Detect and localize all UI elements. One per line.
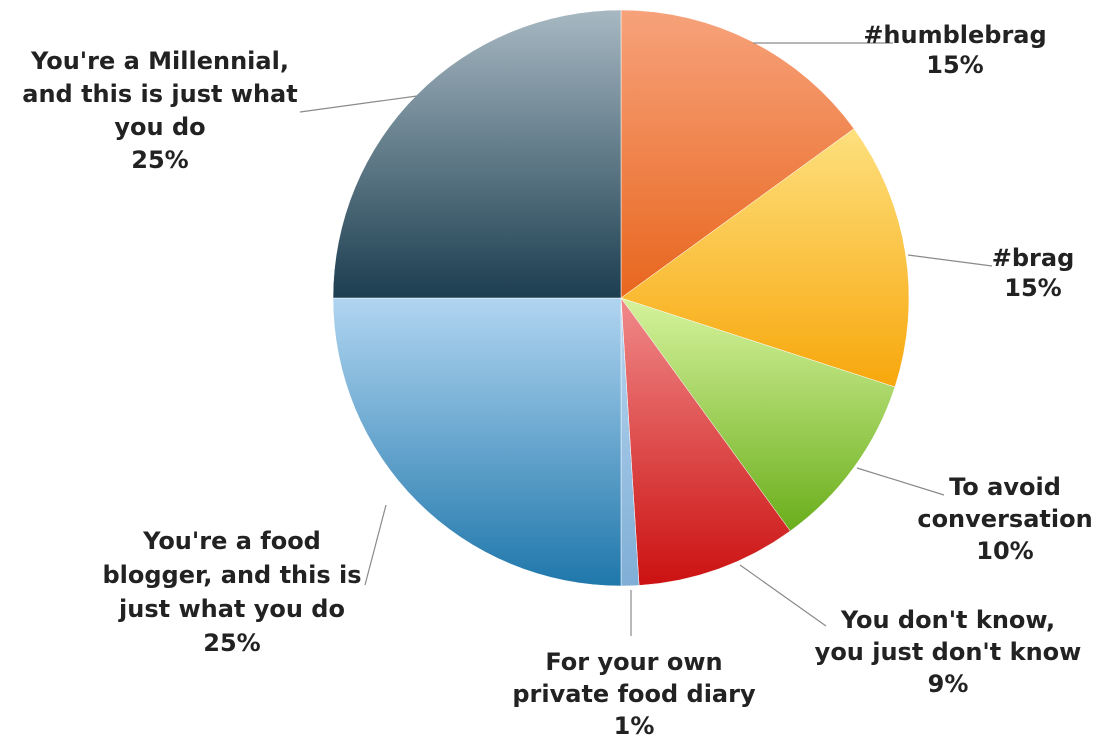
slice-label-line: You don't know, <box>840 606 1055 634</box>
slice-label-line: you just don't know <box>815 638 1082 666</box>
slice-label-dont-know: You don't know, you just don't know 9% <box>815 606 1082 698</box>
slice-label-line: blogger, and this is <box>102 561 361 589</box>
slice-label-line: 1% <box>614 712 655 740</box>
slice-label-private-food-diary: For your own private food diary 1% <box>512 648 756 740</box>
leader-line-avoid-conversation <box>856 467 945 496</box>
slice-label-brag: #brag 15% <box>992 244 1075 302</box>
slice-label-line: 10% <box>976 537 1033 565</box>
leader-line-brag <box>907 254 993 267</box>
pie-slice-humblebrag <box>620 9 855 299</box>
slice-label-line: You're a food <box>142 527 321 555</box>
slice-label-line: #brag <box>992 244 1075 272</box>
slice-label-line: You're a Millennial, <box>30 47 289 75</box>
slice-label-line: 15% <box>926 51 983 79</box>
slice-label-line: private food diary <box>512 680 756 708</box>
pie-slice-avoid-conversation <box>620 297 896 532</box>
pie-slice-food-blogger <box>332 297 622 587</box>
labels-layer: #humblebrag 15%#brag 15%To avoid conversati… <box>22 21 1092 740</box>
leader-line-millennial <box>299 95 418 113</box>
leader-line-food-blogger <box>364 504 387 586</box>
pie-slice-millennial <box>332 9 622 299</box>
slice-label-line: conversation <box>917 505 1092 533</box>
slice-label-line: you do <box>114 113 205 141</box>
slice-label-line: 9% <box>928 670 969 698</box>
slice-label-line: just what you do <box>118 595 345 623</box>
slice-label-line: To avoid <box>949 473 1061 501</box>
slice-label-humblebrag: #humblebrag 15% <box>863 21 1046 79</box>
leader-lines-layer <box>299 42 993 636</box>
slice-label-line: 15% <box>1004 274 1061 302</box>
slice-label-line: 25% <box>131 146 188 174</box>
slice-label-line: and this is just what <box>22 80 297 108</box>
pie-slice-dont-know <box>620 297 791 586</box>
slice-label-line: For your own <box>545 648 722 676</box>
slice-label-millennial: You're a Millennial, and this is just wha… <box>22 47 297 174</box>
slice-label-food-blogger: You're a food blogger, and this is just wh… <box>102 527 361 657</box>
slices-layer <box>332 9 910 587</box>
slice-label-avoid-conversation: To avoid conversation 10% <box>917 473 1092 565</box>
slice-label-line: #humblebrag <box>863 21 1046 49</box>
slice-label-line: 25% <box>203 629 260 657</box>
pie-slice-brag <box>620 128 910 388</box>
leader-line-dont-know <box>739 564 827 627</box>
